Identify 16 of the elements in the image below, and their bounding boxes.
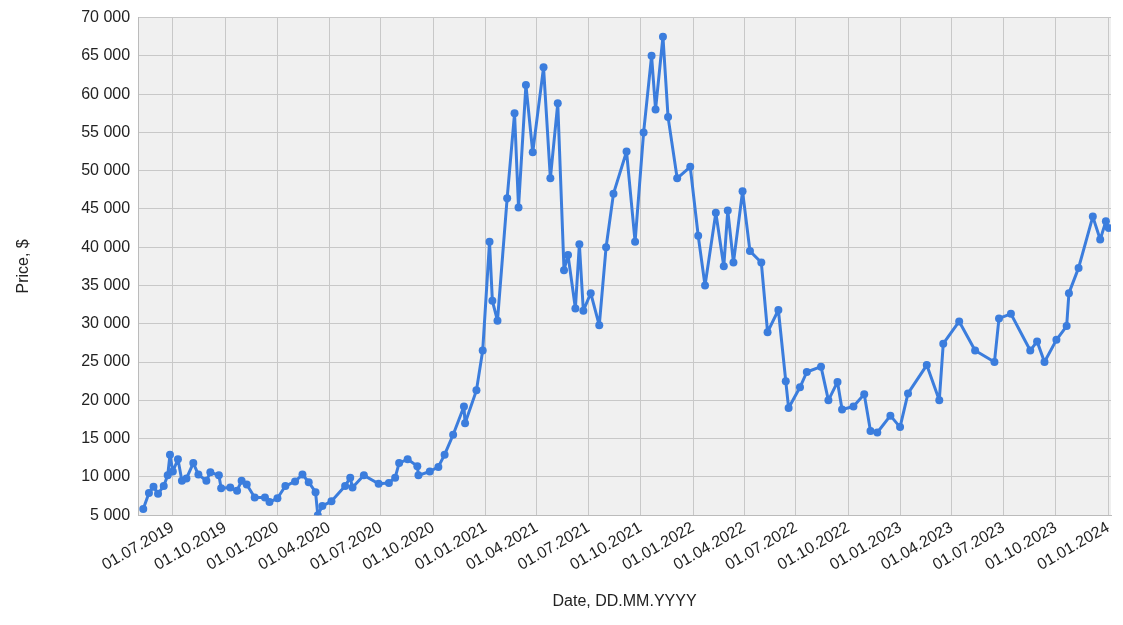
y-tick-label: 10 000 bbox=[81, 467, 131, 485]
y-tick-label: 30 000 bbox=[81, 314, 131, 332]
y-tick-label: 55 000 bbox=[81, 122, 131, 140]
y-tick-label: 60 000 bbox=[81, 84, 131, 102]
y-tick-label: 25 000 bbox=[81, 352, 131, 370]
y-tick-label: 50 000 bbox=[81, 161, 131, 179]
y-axis-title: Price, $ bbox=[14, 239, 32, 294]
y-tick-label: 45 000 bbox=[81, 199, 131, 217]
y-tick-label: 35 000 bbox=[81, 275, 131, 293]
y-tick-label: 70 000 bbox=[81, 8, 131, 26]
y-tick-label: 65 000 bbox=[81, 46, 131, 64]
y-tick-label: 15 000 bbox=[81, 429, 131, 446]
x-axis-title: Date, DD.MM.YYYY bbox=[552, 591, 697, 609]
y-tick-label: 20 000 bbox=[81, 390, 131, 408]
y-tick-label: 5 000 bbox=[90, 505, 131, 523]
y-tick-label: 40 000 bbox=[81, 237, 131, 255]
